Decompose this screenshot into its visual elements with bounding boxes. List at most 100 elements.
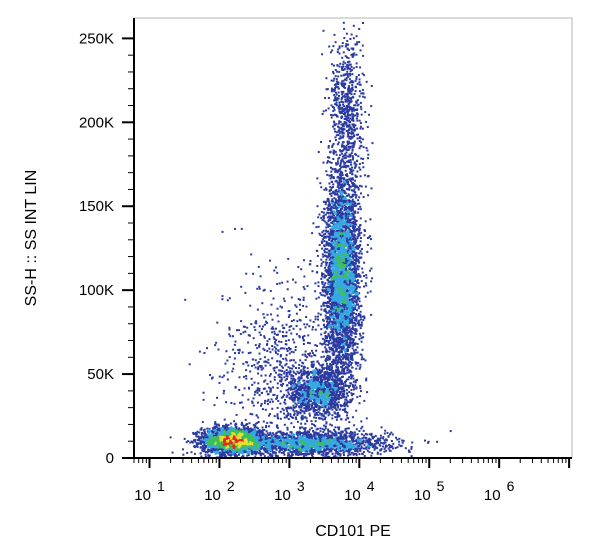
data-point <box>355 444 357 447</box>
data-point <box>248 439 250 442</box>
data-point <box>200 437 202 440</box>
data-point <box>395 436 397 439</box>
data-point <box>382 437 385 440</box>
data-point <box>241 442 244 445</box>
data-point <box>302 373 305 376</box>
data-point <box>291 434 294 437</box>
data-point <box>336 385 339 388</box>
data-point <box>241 433 244 436</box>
data-point <box>380 441 382 444</box>
data-point <box>236 455 238 458</box>
data-point <box>215 449 218 452</box>
data-point <box>378 438 381 441</box>
data-point <box>301 439 304 442</box>
data-point <box>368 433 371 436</box>
data-point <box>300 404 303 407</box>
data-point <box>283 448 286 451</box>
data-point <box>355 442 358 445</box>
data-point <box>268 443 271 446</box>
data-point <box>328 385 331 388</box>
data-point <box>326 408 329 411</box>
data-point <box>280 440 283 443</box>
data-point <box>324 427 327 430</box>
data-point <box>248 446 251 449</box>
data-point <box>385 444 388 447</box>
data-point <box>230 447 233 450</box>
data-point <box>206 451 209 454</box>
data-point <box>315 413 318 416</box>
data-point <box>250 442 253 445</box>
data-point <box>305 398 308 401</box>
data-point <box>245 436 247 438</box>
data-point <box>206 436 209 439</box>
data-point <box>351 431 354 434</box>
data-point <box>370 434 373 437</box>
data-point <box>336 375 339 378</box>
data-point <box>220 454 223 457</box>
data-point <box>281 407 284 410</box>
data-point <box>243 442 246 445</box>
data-point <box>285 435 288 438</box>
data-point <box>309 436 312 439</box>
data-point <box>335 444 338 447</box>
data-point <box>319 383 321 386</box>
data-point <box>304 427 307 429</box>
data-point <box>324 378 327 381</box>
data-point <box>263 440 266 443</box>
data-point <box>283 453 286 456</box>
data-point <box>323 394 326 397</box>
data-point <box>344 429 347 432</box>
data-point <box>256 447 259 450</box>
data-point <box>368 445 371 448</box>
data-point <box>324 383 327 386</box>
data-point <box>342 441 345 444</box>
data-point <box>283 437 286 439</box>
data-point <box>314 442 316 445</box>
data-point <box>246 441 249 444</box>
data-point <box>299 381 301 384</box>
data-point <box>305 417 308 420</box>
data-point <box>273 445 275 448</box>
data-point <box>311 435 314 438</box>
data-point <box>315 444 318 447</box>
data-point <box>247 454 250 456</box>
data-point <box>376 439 379 442</box>
data-point <box>293 395 296 398</box>
data-point <box>331 417 334 420</box>
data-point <box>293 446 296 449</box>
data-point <box>302 403 305 406</box>
data-point <box>390 431 393 434</box>
data-point <box>223 438 226 441</box>
data-point <box>208 446 210 449</box>
data-point <box>259 450 262 453</box>
data-point <box>272 393 275 396</box>
data-point <box>345 442 348 445</box>
data-point <box>388 446 391 449</box>
data-point <box>295 403 298 406</box>
data-point <box>209 442 212 445</box>
data-point <box>349 440 352 443</box>
data-point <box>329 387 332 390</box>
data-point <box>354 384 357 387</box>
data-point <box>193 452 196 455</box>
data-point <box>331 391 334 394</box>
data-point <box>347 451 350 454</box>
data-point <box>290 439 293 442</box>
data-point <box>350 432 353 435</box>
data-point <box>262 444 265 447</box>
data-point <box>204 436 207 439</box>
data-point <box>314 394 317 397</box>
data-point <box>310 427 313 430</box>
data-point <box>300 437 303 440</box>
data-point <box>368 442 371 444</box>
data-point <box>315 437 317 440</box>
data-point <box>224 426 227 429</box>
data-point <box>304 416 307 419</box>
data-point <box>200 440 203 443</box>
data-point <box>303 382 306 385</box>
data-point <box>306 431 309 434</box>
data-point <box>391 447 394 450</box>
data-point <box>239 435 242 438</box>
data-point <box>269 431 272 434</box>
data-point <box>201 445 204 448</box>
